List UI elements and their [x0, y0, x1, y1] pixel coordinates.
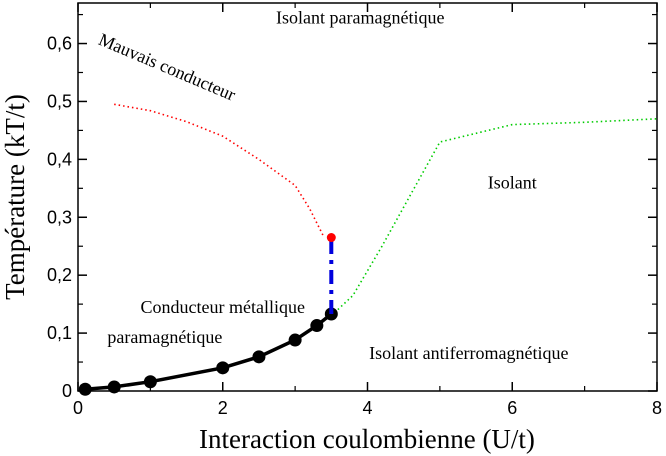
- data-point: [310, 319, 324, 333]
- data-point: [143, 375, 157, 389]
- annotation-label: Isolant paramagnétique: [276, 7, 444, 27]
- critical-point-marker: [326, 233, 336, 243]
- y-tick-label: 0,5: [47, 91, 72, 111]
- x-tick-label: 0: [73, 398, 83, 418]
- x-axis-title: Interaction coulombienne (U/t): [199, 424, 535, 454]
- data-point: [107, 380, 121, 394]
- annotation-label: Mauvais conducteur: [96, 29, 239, 105]
- series-line-2: [85, 312, 333, 392]
- y-tick-label: 0,2: [47, 265, 72, 285]
- annotation-label: Isolant antiferromagnétique: [369, 343, 568, 363]
- y-tick-label: 0,4: [47, 149, 72, 169]
- x-tick-label: 4: [362, 398, 372, 418]
- y-tick-label: 0,6: [47, 34, 72, 54]
- data-point: [78, 382, 92, 396]
- x-tick-label: 8: [652, 398, 662, 418]
- x-tick-label: 6: [507, 398, 517, 418]
- series-line-0: [114, 103, 325, 238]
- annotation-label: Isolant: [488, 172, 537, 192]
- y-tick-label: 0,1: [47, 323, 72, 343]
- data-point: [216, 361, 230, 375]
- annotation-label: paramagnétique: [107, 327, 222, 347]
- x-tick-label: 2: [218, 398, 228, 418]
- y-tick-label: 0,3: [47, 207, 72, 227]
- data-point: [252, 350, 266, 364]
- axis-ticks: 0 2 4 6 8 0 0,1 0,2 0,3 0,4 0,5 0,6: [47, 3, 662, 418]
- series-line-1: [330, 118, 658, 317]
- annotation-label: Conducteur métallique: [141, 297, 305, 317]
- y-axis-title: Température (kT/t): [0, 94, 30, 300]
- y-tick-label: 0: [62, 381, 72, 401]
- data-point: [288, 333, 302, 347]
- series-layer: [78, 103, 658, 396]
